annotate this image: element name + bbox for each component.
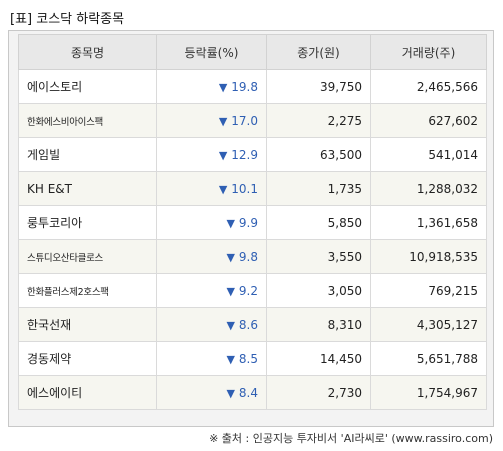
header-price: 종가(원) bbox=[266, 34, 371, 70]
down-triangle-icon: ▼ bbox=[218, 148, 228, 162]
rate-value: 9.8 bbox=[238, 249, 258, 264]
header-rate: 등락률(%) bbox=[156, 34, 267, 70]
close-price: 8,310 bbox=[266, 307, 371, 342]
rate-value: 8.4 bbox=[238, 385, 258, 400]
table-row: 한화에스비아이스팩 ▼ 17.0 2,275 627,602 bbox=[18, 103, 487, 138]
down-triangle-icon: ▼ bbox=[226, 284, 235, 298]
stock-name: 게임빌 bbox=[18, 137, 157, 172]
close-price: 2,730 bbox=[266, 375, 371, 410]
table-header-row: 종목명 등락률(%) 종가(원) 거래량(주) bbox=[18, 34, 487, 70]
down-triangle-icon: ▼ bbox=[226, 250, 235, 264]
stock-name: 한화에스비아이스팩 bbox=[18, 103, 157, 138]
source-note: ※ 출처 : 인공지능 투자비서 'AI라씨로' (www.rassiro.co… bbox=[209, 432, 493, 445]
close-price: 63,500 bbox=[266, 137, 371, 172]
change-rate: ▼ 12.9 bbox=[156, 137, 267, 172]
stock-name: 에이스토리 bbox=[18, 69, 157, 104]
down-triangle-icon: ▼ bbox=[218, 114, 228, 128]
table-row: 경동제약 ▼ 8.5 14,450 5,651,788 bbox=[18, 341, 487, 376]
trade-volume: 627,602 bbox=[370, 103, 487, 138]
rate-value: 10.1 bbox=[231, 181, 258, 196]
change-rate: ▼ 8.5 bbox=[156, 341, 267, 376]
down-triangle-icon: ▼ bbox=[226, 318, 235, 332]
close-price: 14,450 bbox=[266, 341, 371, 376]
rate-value: 17.0 bbox=[231, 113, 258, 128]
trade-volume: 1,361,658 bbox=[370, 205, 487, 240]
change-rate: ▼ 8.4 bbox=[156, 375, 267, 410]
trade-volume: 1,288,032 bbox=[370, 171, 487, 206]
change-rate: ▼ 10.1 bbox=[156, 171, 267, 206]
stock-name: 에스에이티 bbox=[18, 375, 157, 410]
rate-value: 19.8 bbox=[231, 79, 258, 94]
rate-value: 8.6 bbox=[238, 317, 258, 332]
close-price: 1,735 bbox=[266, 171, 371, 206]
stock-name: 한국선재 bbox=[18, 307, 157, 342]
stock-name: 룽투코리아 bbox=[18, 205, 157, 240]
trade-volume: 10,918,535 bbox=[370, 239, 487, 274]
change-rate: ▼ 17.0 bbox=[156, 103, 267, 138]
rate-value: 12.9 bbox=[231, 147, 258, 162]
down-triangle-icon: ▼ bbox=[218, 182, 228, 196]
change-rate: ▼ 9.8 bbox=[156, 239, 267, 274]
header-name: 종목명 bbox=[18, 34, 157, 70]
table-title: [표] 코스닥 하락종목 bbox=[10, 12, 125, 27]
table-row: 게임빌 ▼ 12.9 63,500 541,014 bbox=[18, 137, 487, 172]
table-row: 한화플러스제2호스팩 ▼ 9.2 3,050 769,215 bbox=[18, 273, 487, 308]
stock-name: KH E&T bbox=[18, 171, 157, 206]
table-row: 룽투코리아 ▼ 9.9 5,850 1,361,658 bbox=[18, 205, 487, 240]
change-rate: ▼ 9.9 bbox=[156, 205, 267, 240]
header-volume: 거래량(주) bbox=[370, 34, 487, 70]
close-price: 5,850 bbox=[266, 205, 371, 240]
change-rate: ▼ 19.8 bbox=[156, 69, 267, 104]
table-row: 한국선재 ▼ 8.6 8,310 4,305,127 bbox=[18, 307, 487, 342]
table-row: 에이스토리 ▼ 19.8 39,750 2,465,566 bbox=[18, 69, 487, 104]
change-rate: ▼ 9.2 bbox=[156, 273, 267, 308]
stock-name: 스튜디오산타클로스 bbox=[18, 239, 157, 274]
trade-volume: 4,305,127 bbox=[370, 307, 487, 342]
down-triangle-icon: ▼ bbox=[226, 352, 235, 366]
table-row: 에스에이티 ▼ 8.4 2,730 1,754,967 bbox=[18, 375, 487, 410]
trade-volume: 541,014 bbox=[370, 137, 487, 172]
trade-volume: 2,465,566 bbox=[370, 69, 487, 104]
close-price: 3,550 bbox=[266, 239, 371, 274]
rate-value: 9.9 bbox=[238, 215, 258, 230]
trade-volume: 769,215 bbox=[370, 273, 487, 308]
stock-name: 한화플러스제2호스팩 bbox=[18, 273, 157, 308]
close-price: 3,050 bbox=[266, 273, 371, 308]
down-triangle-icon: ▼ bbox=[226, 216, 235, 230]
down-triangle-icon: ▼ bbox=[226, 386, 235, 400]
table-row: KH E&T ▼ 10.1 1,735 1,288,032 bbox=[18, 171, 487, 206]
stock-name: 경동제약 bbox=[18, 341, 157, 376]
stock-table: 종목명 등락률(%) 종가(원) 거래량(주) 에이스토리 ▼ 19.8 39,7… bbox=[18, 34, 487, 410]
close-price: 39,750 bbox=[266, 69, 371, 104]
down-triangle-icon: ▼ bbox=[218, 80, 228, 94]
trade-volume: 1,754,967 bbox=[370, 375, 487, 410]
change-rate: ▼ 8.6 bbox=[156, 307, 267, 342]
table-row: 스튜디오산타클로스 ▼ 9.8 3,550 10,918,535 bbox=[18, 239, 487, 274]
rate-value: 8.5 bbox=[238, 351, 258, 366]
rate-value: 9.2 bbox=[238, 283, 258, 298]
trade-volume: 5,651,788 bbox=[370, 341, 487, 376]
close-price: 2,275 bbox=[266, 103, 371, 138]
